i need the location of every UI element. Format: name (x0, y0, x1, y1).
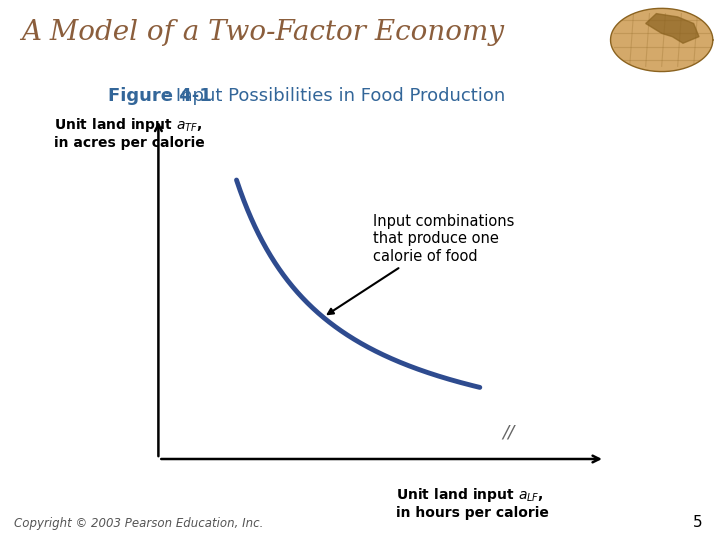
Polygon shape (611, 8, 713, 72)
Text: 5: 5 (693, 515, 702, 530)
Text: A Model of a Two-Factor Economy: A Model of a Two-Factor Economy (22, 19, 505, 46)
Text: Input combinations
that produce one
calorie of food: Input combinations that produce one calo… (328, 214, 514, 314)
Text: //: // (502, 423, 514, 442)
Polygon shape (646, 14, 699, 43)
Text: Copyright © 2003 Pearson Education, Inc.: Copyright © 2003 Pearson Education, Inc. (14, 517, 264, 530)
Text: Unit land input $a_{LF}$,
in hours per calorie: Unit land input $a_{LF}$, in hours per c… (396, 486, 549, 520)
Text: Unit land input $a_{TF}$,
in acres per calorie: Unit land input $a_{TF}$, in acres per c… (54, 116, 204, 150)
Text: : Input Possibilities in Food Production: : Input Possibilities in Food Production (164, 87, 505, 105)
Text: Figure 4-1: Figure 4-1 (108, 87, 212, 105)
